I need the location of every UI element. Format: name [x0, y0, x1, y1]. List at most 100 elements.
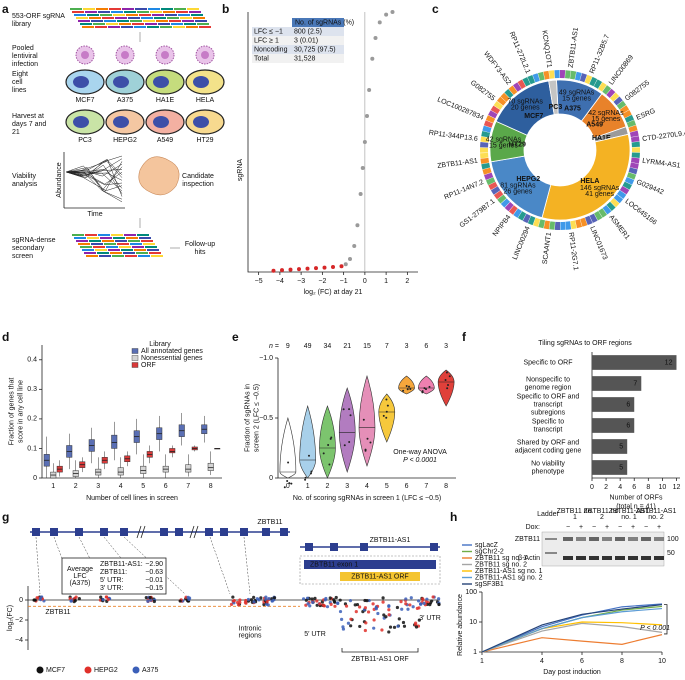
table-cell: LFC ≤ −1 — [254, 28, 283, 35]
sgrna-point — [370, 56, 375, 61]
dot — [421, 390, 424, 393]
gene-segment — [488, 181, 498, 190]
library-strip — [139, 237, 151, 239]
step-label: Pooled lentiviral infection — [12, 45, 38, 68]
x-tick-label: 8 — [444, 483, 448, 490]
connector — [243, 536, 251, 595]
sgrna-point — [265, 602, 269, 606]
sgrna-point — [437, 602, 441, 607]
dox-sign: − — [618, 524, 622, 531]
dot — [428, 385, 431, 388]
y-tick-label: 0 — [269, 475, 273, 482]
band — [628, 537, 638, 541]
sgrna-point — [106, 597, 110, 602]
sgrna-point — [244, 598, 248, 603]
x-axis-label: No. of scoring sgRNAs in screen 1 (LFC ≤… — [293, 495, 441, 502]
x-axis-label: log₂ (FC) at day 21 — [304, 289, 363, 296]
library-strip — [152, 14, 164, 16]
gene-label: RP11-14N7.2 — [443, 179, 484, 202]
gene-segment — [594, 211, 603, 221]
x-tick-label: 8 — [646, 484, 650, 491]
sgrna-point — [400, 607, 404, 611]
library-strip — [143, 20, 155, 22]
gene-segment — [548, 70, 555, 79]
library-strip — [117, 20, 129, 22]
library-strip — [141, 240, 153, 242]
pie-slice — [548, 79, 559, 115]
blot-row: β-Actin — [518, 555, 540, 562]
table-cell: Total — [254, 55, 269, 62]
gene-segment — [522, 77, 531, 87]
library-strip — [137, 11, 149, 13]
violin — [279, 416, 297, 479]
slice-name: PC3 — [549, 104, 563, 111]
trajectory — [65, 158, 123, 197]
band — [641, 537, 651, 541]
sgrna-point — [33, 598, 37, 602]
dot — [342, 408, 345, 411]
panel-letter: e — [232, 330, 239, 344]
gene-label: KCNQ1OT1 — [540, 30, 552, 68]
gene-segment — [554, 70, 560, 79]
library-strip — [74, 237, 86, 239]
gene-segment — [504, 202, 514, 212]
gene-segment — [570, 220, 577, 230]
dot — [385, 410, 388, 413]
gene-segment — [619, 105, 630, 114]
sgrna-point — [322, 604, 327, 608]
dot — [402, 389, 405, 392]
sgrna-point — [339, 264, 344, 269]
gene-label: LYRM4-AS1 — [642, 158, 681, 170]
library-strip — [147, 26, 159, 28]
gene-segment — [628, 125, 638, 133]
sgrna-point — [367, 88, 372, 92]
table-cell: 30,725 (97.5) — [294, 46, 336, 53]
library-strip — [158, 23, 170, 25]
gene-segment — [631, 152, 640, 158]
y-tick-label: 0 — [19, 597, 23, 604]
gene-segment — [490, 186, 501, 195]
legend-label: ORF — [141, 362, 156, 369]
library-strip — [134, 249, 146, 251]
gene-label: RP11-32B5.7 — [589, 34, 611, 75]
gene-segment — [549, 221, 555, 230]
gene-label: NPIPB4 — [492, 214, 513, 238]
gene-segment — [616, 190, 627, 199]
break — [189, 525, 195, 539]
library-strip — [91, 20, 103, 22]
blot-marker: 100 — [667, 536, 679, 543]
table-row-bg — [252, 36, 344, 45]
library-strip — [186, 26, 198, 28]
legend-label: MCF7 — [46, 667, 65, 674]
sgrna-point — [252, 595, 256, 600]
library-strip — [74, 14, 86, 16]
sgrna-point — [365, 114, 369, 118]
nucleus — [113, 116, 129, 128]
band — [545, 538, 557, 540]
library-strip — [197, 23, 209, 25]
sgrna-point — [381, 596, 385, 600]
x-tick-label: 0 — [286, 483, 290, 490]
gene-label: ZBTB11-AS1 — [568, 27, 580, 68]
gene-segment — [593, 79, 603, 89]
table-cell: 3 (0.01) — [294, 37, 318, 44]
sgrna-point — [424, 600, 428, 604]
gene-segment — [613, 96, 623, 106]
sgrna-point — [313, 596, 317, 600]
library-strip — [130, 243, 142, 245]
gene-segment — [560, 70, 566, 79]
x-tick-label: −4 — [276, 278, 284, 285]
library-strip — [167, 17, 179, 19]
y-tick-label: 0.4 — [27, 357, 37, 364]
sgrna-point — [231, 599, 235, 603]
virus-core — [81, 51, 89, 59]
step-label: Viability analysis — [12, 173, 38, 188]
x-tick-label: 2 — [74, 483, 78, 490]
slice-name: A375 — [564, 106, 581, 113]
dot — [304, 476, 307, 479]
library-strip — [149, 252, 161, 254]
axes — [27, 586, 440, 650]
n-value: 49 — [304, 343, 312, 350]
sgrna-point — [338, 609, 343, 614]
library-strip — [161, 8, 173, 10]
